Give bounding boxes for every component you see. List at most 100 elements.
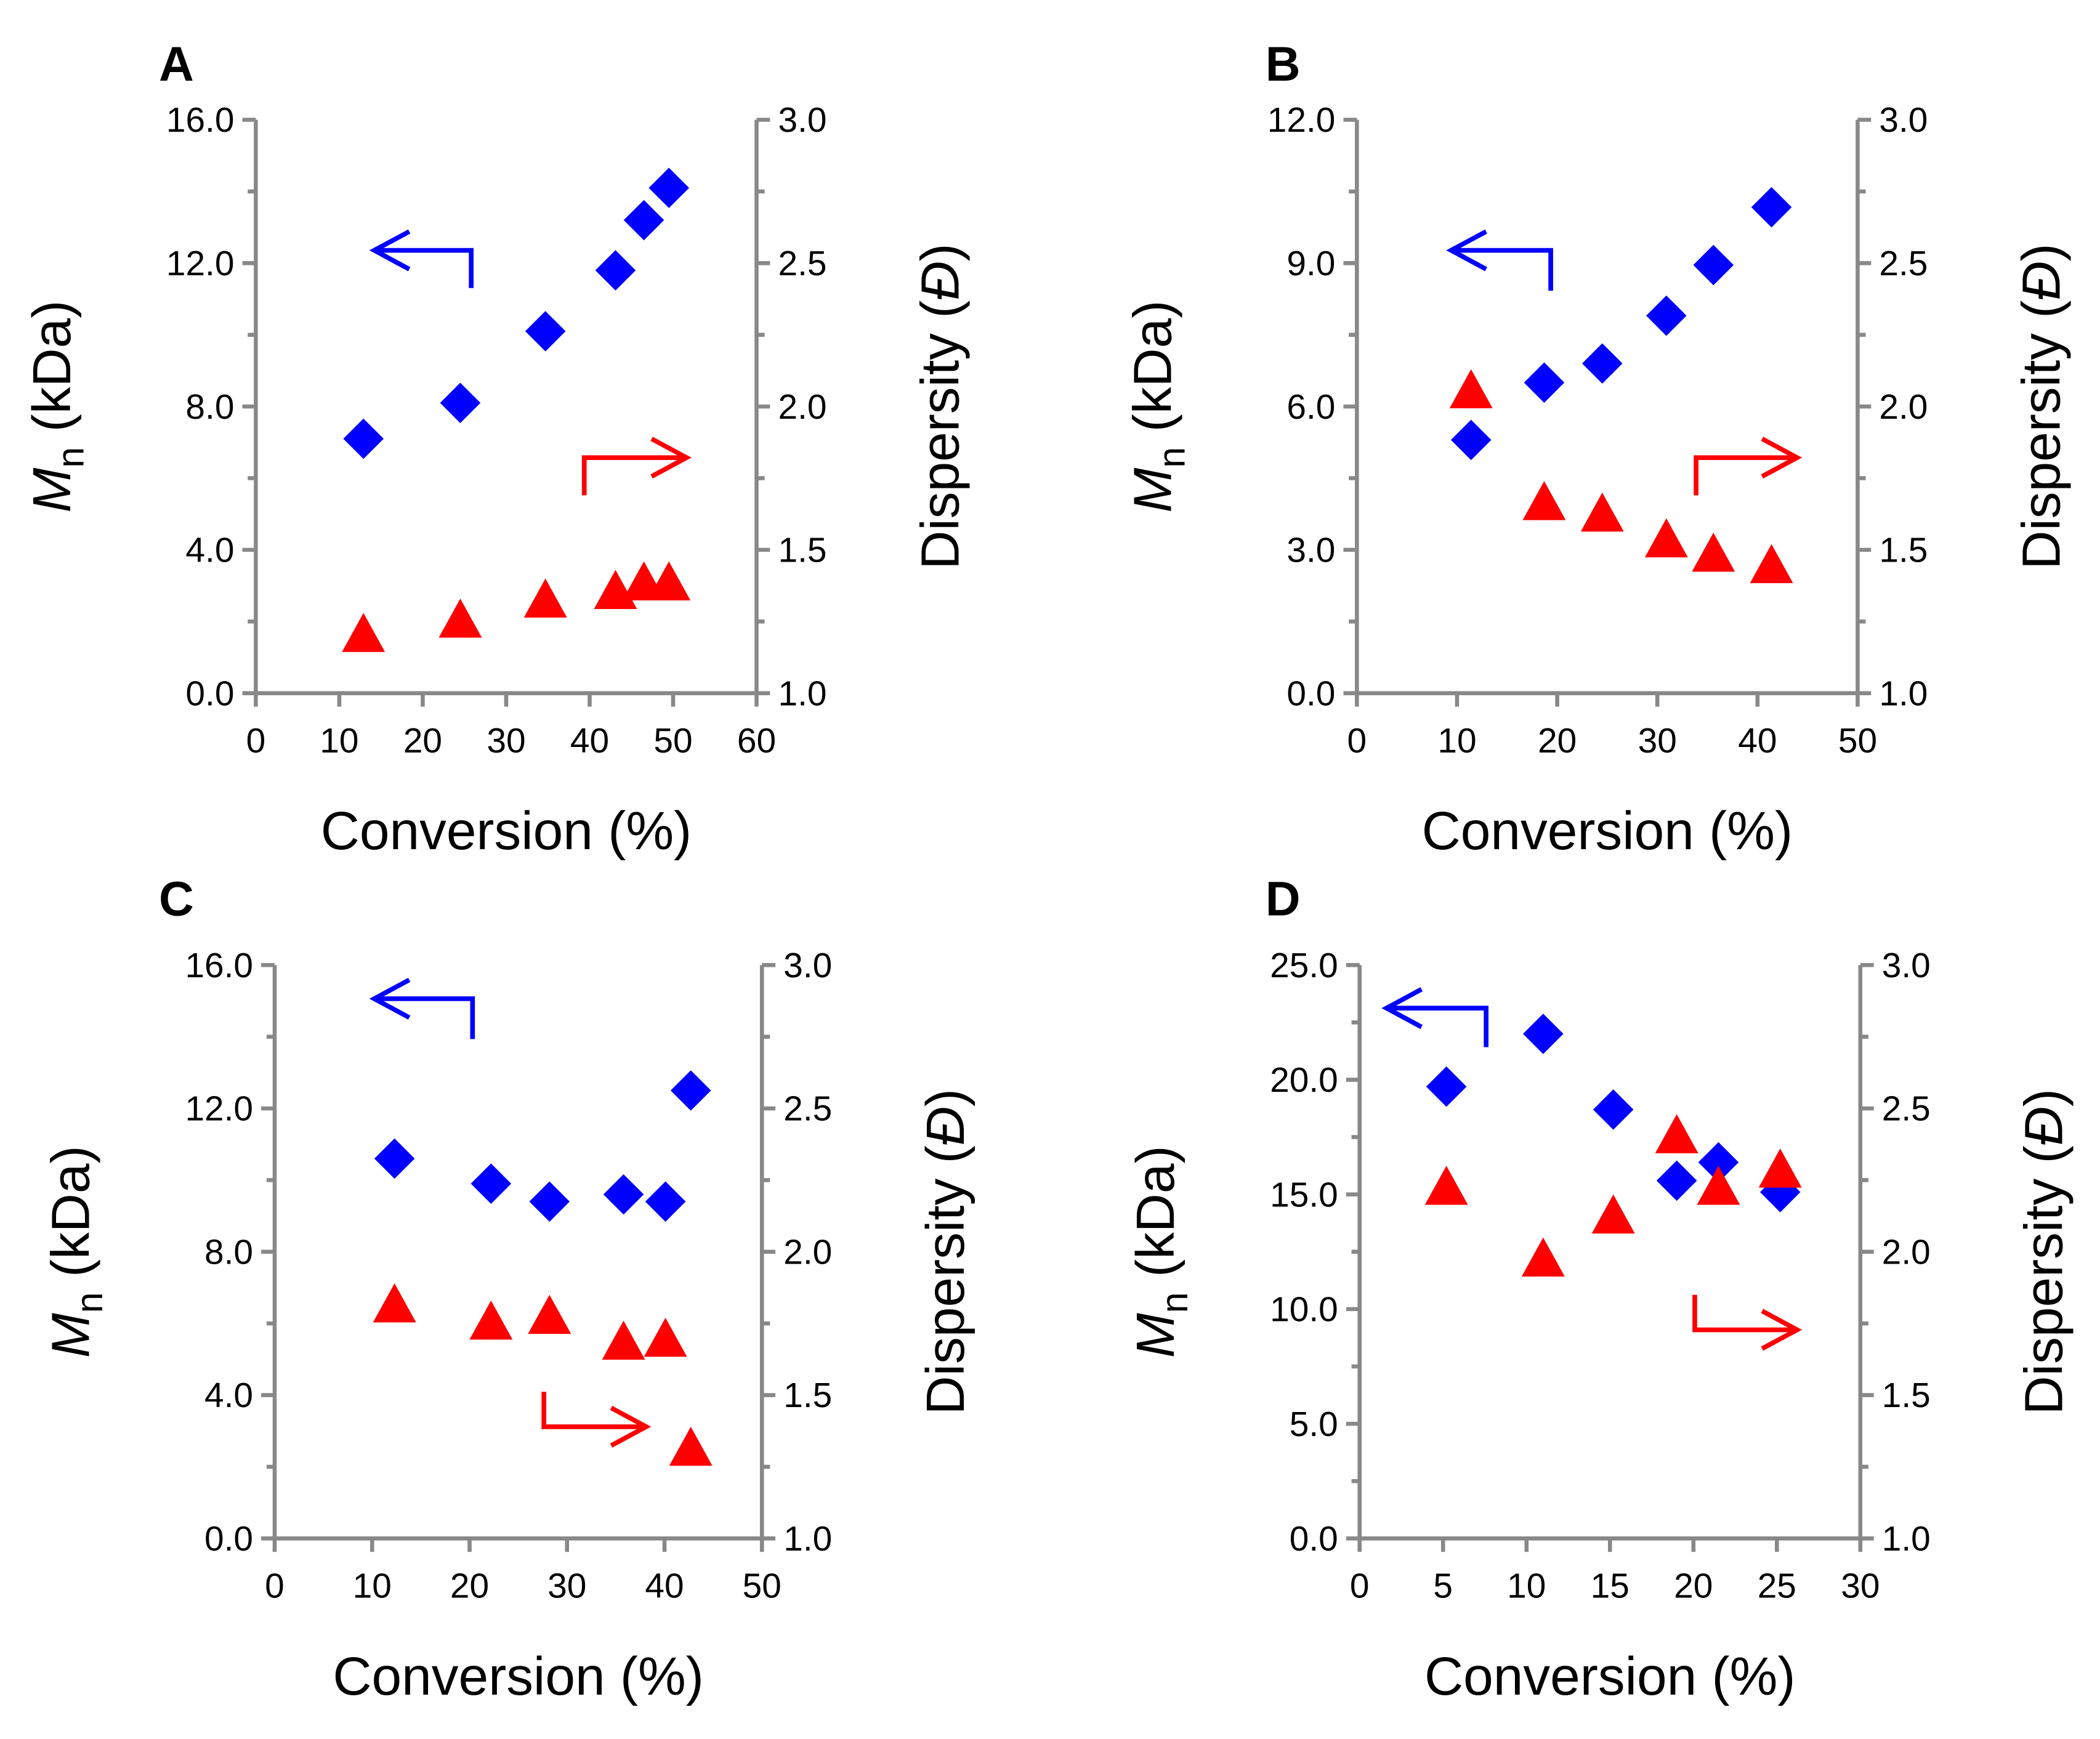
y2-label-symbol: Đ <box>2014 1107 2074 1145</box>
y-tick-label: 6.0 <box>1286 388 1335 427</box>
triangle-marker <box>1692 533 1735 572</box>
arrow-head <box>1761 1309 1803 1351</box>
panel-label: D <box>1266 871 1301 926</box>
x-tick-label: 15 <box>1591 1567 1630 1605</box>
y-tick-label: 0.0 <box>1290 1520 1338 1559</box>
arrow-head <box>650 437 692 479</box>
x-tick-label: 0 <box>265 1567 285 1605</box>
triangle-marker <box>1591 1194 1635 1234</box>
y2-tick-label: 1.5 <box>783 1376 832 1415</box>
axis-arrow <box>374 248 474 288</box>
y2-tick-label: 3.0 <box>1882 946 1931 985</box>
diamond-marker <box>1581 343 1623 384</box>
y2-tick-label: 1.5 <box>1879 531 1928 570</box>
y2-tick-label: 2.0 <box>783 1233 832 1272</box>
triangle-marker <box>647 561 691 600</box>
y2-tick-label: 3.0 <box>783 946 832 985</box>
diamond-marker <box>595 250 636 291</box>
arrow-head <box>369 977 411 1020</box>
x-axis-label: Conversion (%) <box>1424 1646 1795 1706</box>
y2-label-text: Dispersity ( <box>2014 1145 2074 1414</box>
diamond-marker <box>645 1181 686 1222</box>
y-tick-label: 8.0 <box>185 388 234 427</box>
arrow-head <box>369 229 411 272</box>
y-tick-label: 4.0 <box>204 1376 253 1415</box>
axis-arrow <box>1694 455 1798 496</box>
y2-tick-label: 1.5 <box>778 531 826 570</box>
triangle-marker <box>669 1426 713 1466</box>
y2-label-symbol: Đ <box>910 262 970 301</box>
y-axis-label: Mn (kDa) <box>1123 301 1193 513</box>
y2-tick-label: 1.0 <box>1879 674 1928 713</box>
axis-arrow <box>1451 248 1553 291</box>
y-tick-label: 12.0 <box>1267 101 1336 140</box>
axis-arrow <box>1692 1294 1798 1333</box>
x-tick-label: 50 <box>653 722 692 761</box>
y-tick-label: 8.0 <box>204 1233 253 1272</box>
y2-label-text: ) <box>2011 243 2071 261</box>
triangle-marker <box>373 1283 416 1323</box>
y2-label-text: ) <box>910 243 970 261</box>
y-axis-label: Mn (kDa) <box>1125 1145 1195 1358</box>
y-tick-label: 12.0 <box>185 1090 253 1129</box>
diamond-marker <box>648 167 689 208</box>
y-axis-label: Mn (kDa) <box>40 1145 110 1358</box>
diamond-marker <box>623 200 664 241</box>
x-tick-label: 10 <box>320 722 358 761</box>
y-tick-label: 16.0 <box>166 101 235 140</box>
triangle-marker <box>1750 544 1793 584</box>
y-label-subscript: n <box>1153 1292 1195 1313</box>
y2-label-symbol: Đ <box>2011 262 2071 301</box>
y-label-symbol: M <box>1123 468 1183 513</box>
y-label-unit: (kDa) <box>1125 1145 1185 1292</box>
x-tick-label: 10 <box>353 1567 392 1605</box>
panel-label: B <box>1266 37 1301 91</box>
arrow-head <box>1761 437 1803 479</box>
diamond-marker <box>440 382 481 424</box>
x-tick-label: 30 <box>1841 1567 1880 1605</box>
y-tick-label: 20.0 <box>1270 1061 1338 1100</box>
y2-tick-label: 2.5 <box>1882 1090 1931 1129</box>
y-label-symbol: M <box>1125 1313 1185 1358</box>
y-tick-label: 15.0 <box>1270 1176 1338 1214</box>
diamond-marker <box>1593 1089 1634 1130</box>
y2-tick-label: 1.0 <box>783 1520 832 1559</box>
y-label-symbol: M <box>40 1313 100 1358</box>
y-tick-label: 10.0 <box>1270 1291 1338 1329</box>
y-label-unit: (kDa) <box>40 1145 100 1292</box>
chart-panel: 0.0 5.0 10.0 15.0 20.0 25.0 1.0 1.5 2.0 2.5 3.0 0 5 1… <box>1125 871 2074 1706</box>
x-tick-label: 40 <box>1738 722 1777 761</box>
y-axis-label: Mn (kDa) <box>22 301 92 513</box>
y2-label-text: Dispersity ( <box>2011 301 2071 570</box>
y-tick-label: 9.0 <box>1286 244 1335 283</box>
x-axis-label: Conversion (%) <box>1422 801 1793 861</box>
y2-label-text: Dispersity ( <box>915 1145 975 1414</box>
y-tick-label: 3.0 <box>1286 531 1335 570</box>
y2-axis-label: Dispersity (Đ) <box>910 243 970 569</box>
y2-tick-label: 3.0 <box>1879 101 1928 140</box>
diamond-marker <box>1426 1066 1467 1107</box>
triangle-marker <box>469 1300 513 1340</box>
x-tick-label: 10 <box>1507 1567 1546 1605</box>
y-tick-label: 4.0 <box>185 531 234 570</box>
y2-label-text: ) <box>2014 1089 2074 1107</box>
y2-tick-label: 1.0 <box>1882 1520 1931 1559</box>
x-tick-label: 60 <box>737 722 776 761</box>
x-tick-label: 0 <box>1347 722 1367 761</box>
diamond-marker <box>1751 187 1792 228</box>
diamond-marker <box>525 311 566 352</box>
triangle-marker <box>1521 1237 1565 1277</box>
y2-tick-label: 2.5 <box>783 1090 832 1129</box>
triangle-marker <box>1449 369 1493 409</box>
y2-tick-label: 3.0 <box>778 101 826 140</box>
x-tick-label: 20 <box>1674 1567 1713 1605</box>
diamond-marker <box>1646 295 1687 336</box>
x-tick-label: 5 <box>1433 1567 1453 1605</box>
diamond-marker <box>1523 1014 1564 1054</box>
y2-axis-label: Dispersity (Đ) <box>915 1089 975 1414</box>
diamond-marker <box>1656 1160 1697 1201</box>
triangle-marker <box>438 599 482 638</box>
y-tick-label: 0.0 <box>204 1520 253 1559</box>
y2-tick-label: 1.0 <box>778 674 826 713</box>
